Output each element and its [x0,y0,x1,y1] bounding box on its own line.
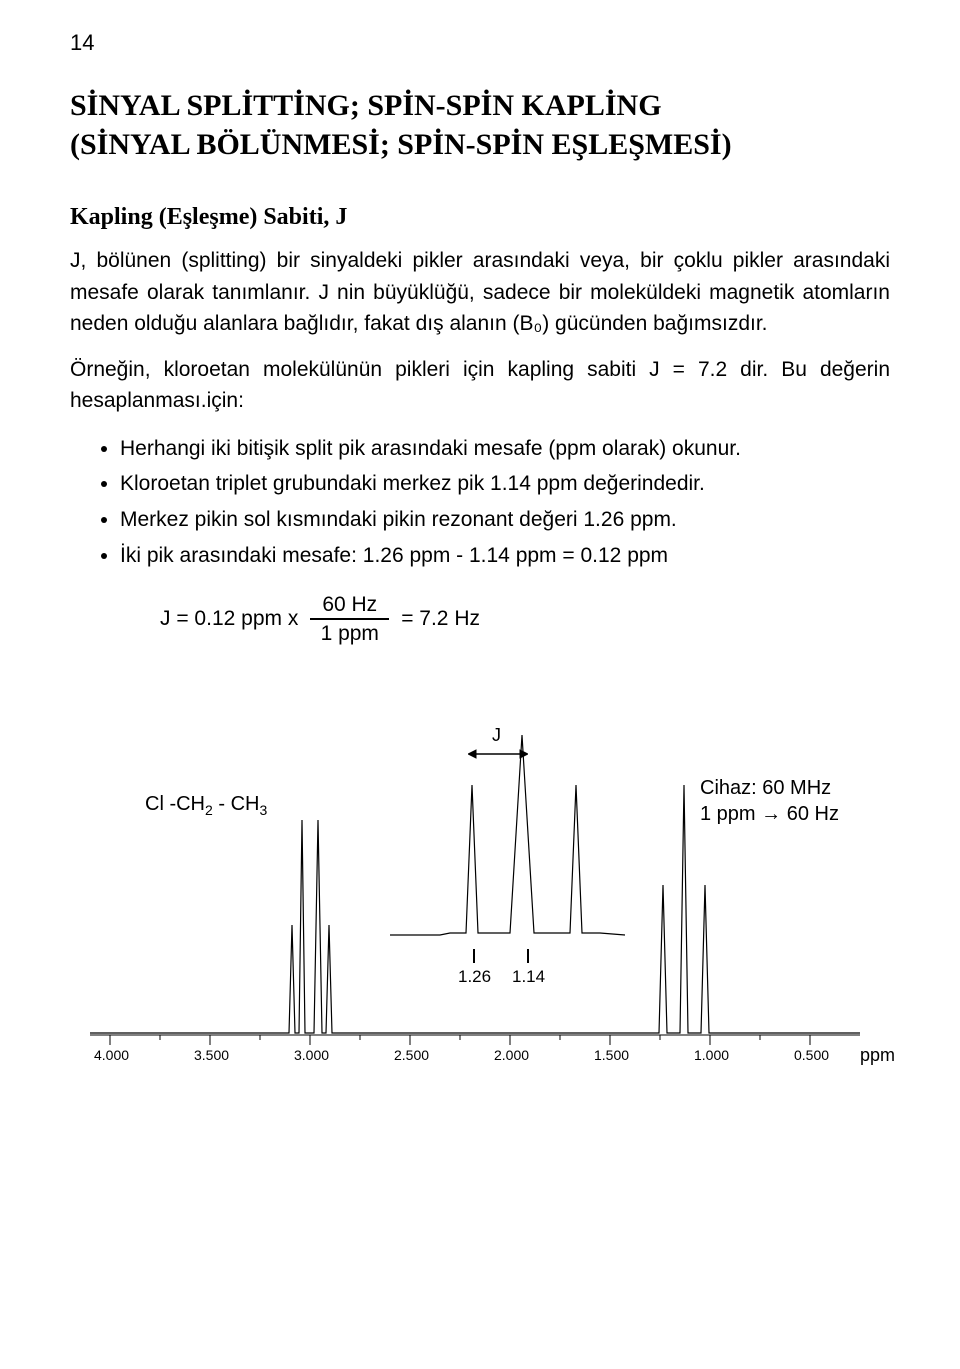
x-axis-label: ppm [860,1045,895,1066]
bullet-item: Merkez pikin sol kısmındaki pikin rezona… [120,502,890,538]
formula-lhs: J = 0.12 ppm x [160,607,298,631]
spectrum-svg [70,675,890,1075]
formula-fraction: 60 Hz 1 ppm [310,593,389,645]
paragraph-2: Örneğin, kloroetan molekülünün pikleri i… [70,354,890,417]
title-line-2: (SİNYAL BÖLÜNMESİ; SPİN-SPİN EŞLEŞMESİ) [70,125,890,164]
formula-numerator: 60 Hz [310,593,389,620]
bullet-item: Kloroetan triplet grubundaki merkez pik … [120,466,890,502]
bullet-item: İki pik arasındaki mesafe: 1.26 ppm - 1.… [120,538,890,574]
formula: J = 0.12 ppm x 60 Hz 1 ppm = 7.2 Hz [160,593,890,645]
paragraph-1: J, bölünen (splitting) bir sinyaldeki pi… [70,245,890,340]
xtick: 1.000 [694,1047,729,1063]
xtick: 2.500 [394,1047,429,1063]
xtick: 2.000 [494,1047,529,1063]
xtick: 1.500 [594,1047,629,1063]
title-line-1: SİNYAL SPLİTTİNG; SPİN-SPİN KAPLİNG [70,86,890,125]
bullet-list: Herhangi iki bitişik split pik arasındak… [70,431,890,574]
xtick: 3.500 [194,1047,229,1063]
bullet-item: Herhangi iki bitişik split pik arasındak… [120,431,890,467]
xtick: 3.000 [294,1047,329,1063]
subtitle: Kapling (Eşleşme) Sabiti, J [70,204,890,231]
formula-denominator: 1 ppm [321,620,379,645]
nmr-figure: Cl -CH2 - CH3 Cihaz: 60 MHz 1 ppm → 60 H… [70,675,890,1075]
formula-rhs: = 7.2 Hz [401,607,480,631]
xtick: 4.000 [94,1047,129,1063]
page-number: 14 [70,30,890,56]
xtick: 0.500 [794,1047,829,1063]
